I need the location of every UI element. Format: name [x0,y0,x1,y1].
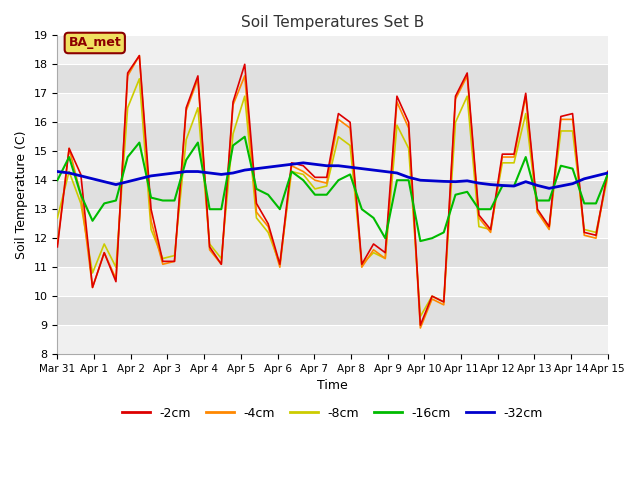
X-axis label: Time: Time [317,379,348,392]
Bar [58,238,608,267]
Bar [58,180,608,209]
Bar [58,93,608,122]
Bar [58,209,608,238]
Bar [58,325,608,354]
Y-axis label: Soil Temperature (C): Soil Temperature (C) [15,131,28,259]
Title: Soil Temperatures Set B: Soil Temperatures Set B [241,15,424,30]
Legend: -2cm, -4cm, -8cm, -16cm, -32cm: -2cm, -4cm, -8cm, -16cm, -32cm [117,402,548,425]
Bar [58,36,608,64]
Bar [58,267,608,296]
Bar [58,296,608,325]
Bar [58,151,608,180]
Bar [58,64,608,93]
Text: BA_met: BA_met [68,36,121,49]
Bar [58,122,608,151]
